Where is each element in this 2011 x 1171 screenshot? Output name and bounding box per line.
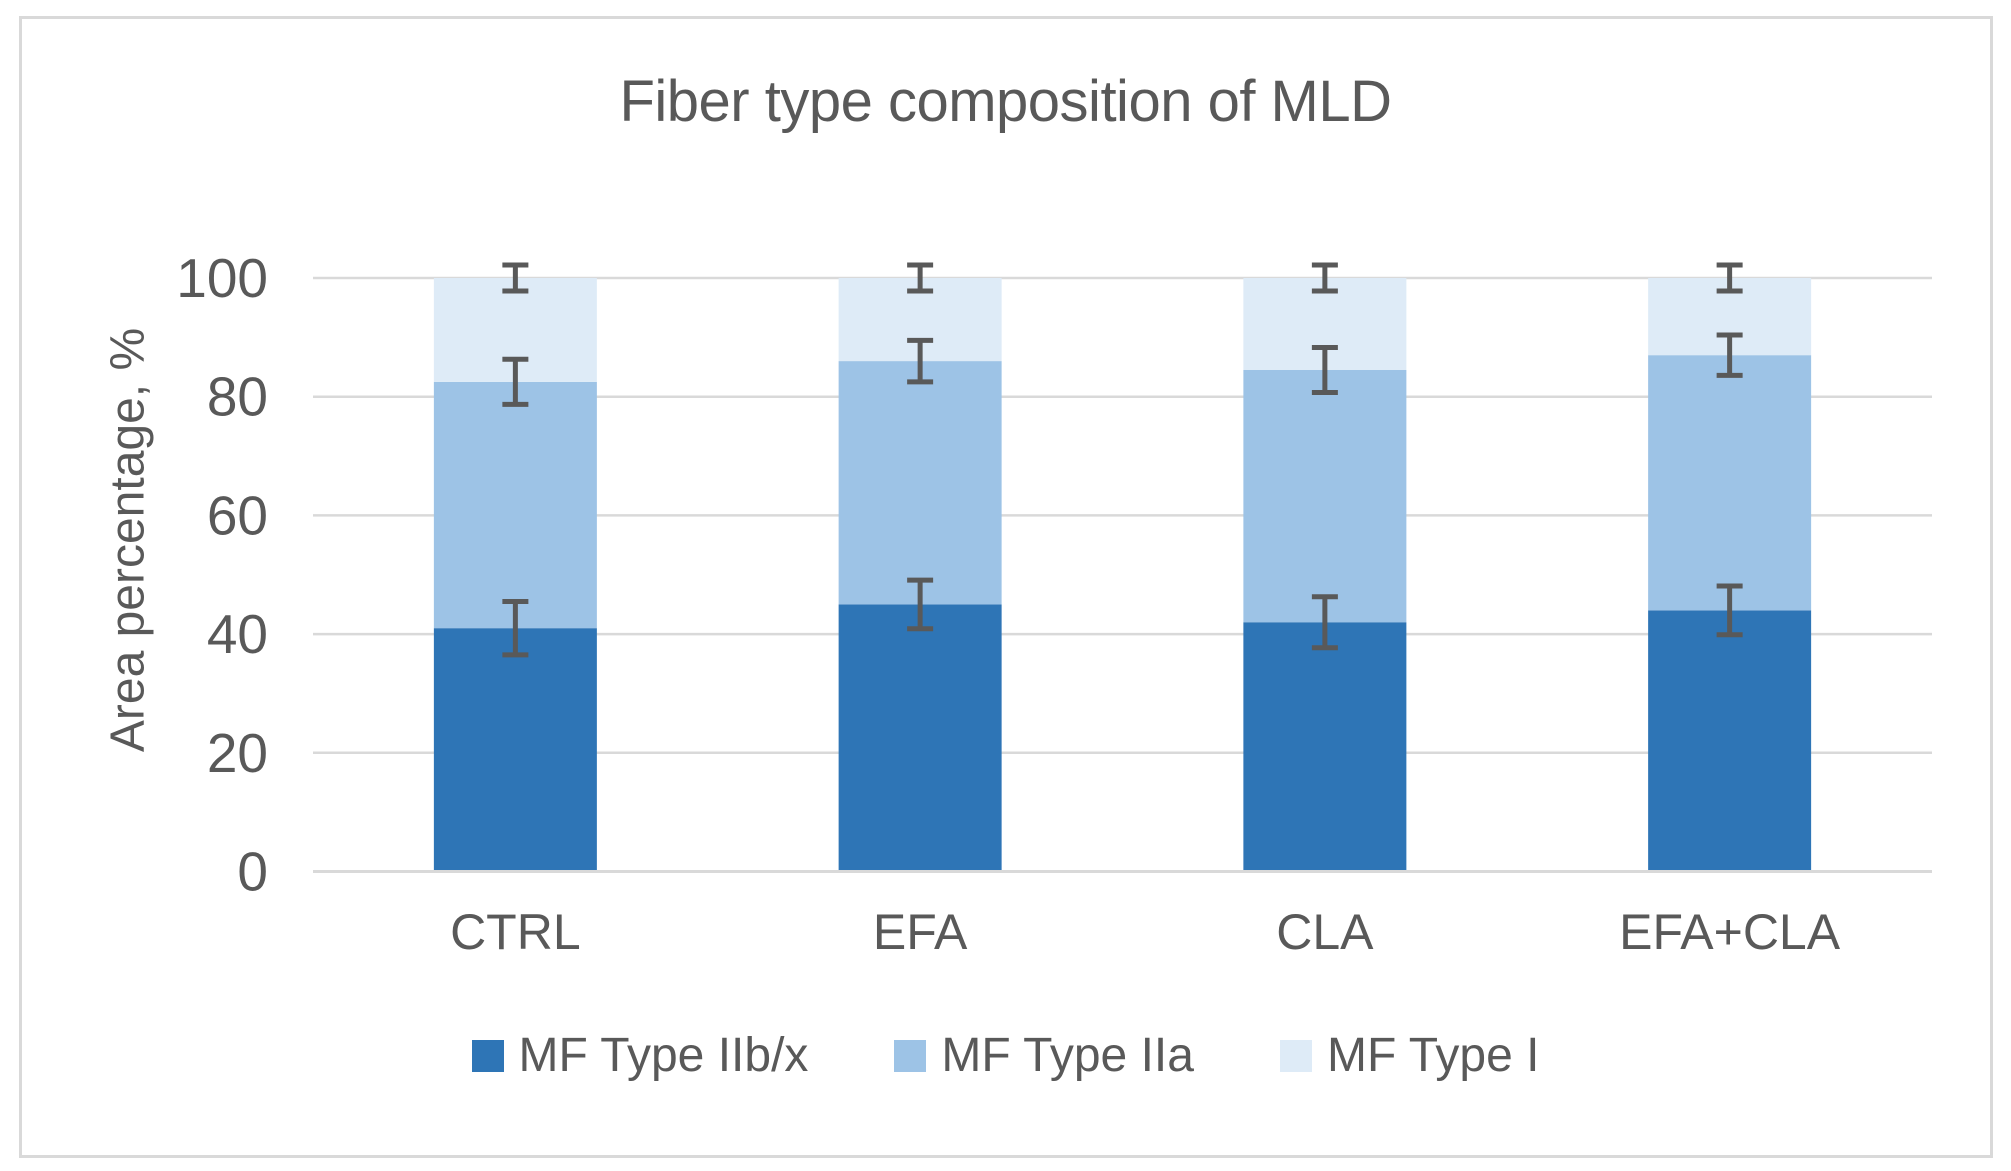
error-bar-CTRL-MF-Type-I [502,262,529,294]
legend-item-MF-Type-I: MF Type I [1279,1028,1540,1083]
legend-swatch-icon [471,1039,504,1072]
y-tick-label-20: 20 [207,722,268,784]
bar-segment-EFA+CLA-MF-Type-IIb/x [1648,610,1812,872]
y-axis-title: Area percentage, % [102,328,155,752]
legend-swatch-icon [1279,1039,1312,1072]
x-category-label-CTRL: CTRL [450,904,581,960]
error-bar-EFA-MF-Type-IIb/x [907,577,934,632]
legend-label: MF Type IIa [941,1029,1194,1082]
y-tick-label-0: 0 [237,841,268,903]
legend-label: MF Type I [1326,1029,1540,1082]
error-bar-EFA-MF-Type-I [907,262,934,294]
error-bar-CTRL-MF-Type-IIa [502,356,529,407]
bar-segment-CTRL-MF-Type-IIa [433,381,597,629]
chart-title: Fiber type composition of MLD [619,69,1392,134]
error-bar-CLA-MF-Type-IIa [1311,344,1338,396]
y-tick-label-40: 40 [207,603,268,665]
legend-label: MF Type IIb/x [518,1029,809,1082]
error-bar-CTRL-MF-Type-IIb/x [502,598,529,658]
bar-segment-CLA-MF-Type-IIb/x [1243,622,1407,872]
x-category-label-EFA+CLA: EFA+CLA [1619,904,1841,960]
bar-segment-CTRL-MF-Type-IIb/x [433,628,597,872]
legend: MF Type IIb/x MF Type IIa MF Type I [0,1028,2011,1083]
error-bar-CLA-MF-Type-IIb/x [1311,594,1338,651]
legend-swatch-icon [894,1039,927,1072]
error-bar-CLA-MF-Type-I [1311,262,1338,294]
x-category-label-EFA: EFA [873,904,968,960]
error-bar-EFA+CLA-MF-Type-IIb/x [1716,583,1743,638]
bar-segment-EFA+CLA-MF-Type-IIa [1648,355,1812,611]
x-category-label-CLA: CLA [1276,904,1374,960]
error-bar-EFA-MF-Type-IIa [907,337,934,385]
y-tick-label-60: 60 [207,484,268,546]
y-tick-label-100: 100 [176,247,268,309]
legend-item-MF-Type-IIb/x: MF Type IIb/x [471,1028,809,1083]
bar-segment-CLA-MF-Type-IIa [1243,369,1407,623]
legend-item-MF-Type-IIa: MF Type IIa [894,1028,1194,1083]
bar-segment-EFA-MF-Type-IIb/x [838,604,1002,872]
error-bar-EFA+CLA-MF-Type-IIa [1716,332,1743,378]
y-tick-label-80: 80 [207,366,268,428]
error-bar-EFA+CLA-MF-Type-I [1716,262,1743,294]
bar-segment-EFA-MF-Type-IIa [838,361,1002,605]
